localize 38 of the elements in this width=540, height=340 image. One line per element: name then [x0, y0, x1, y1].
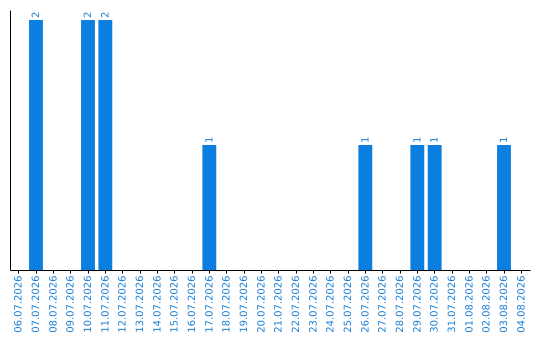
x-tick-label: 14.07.2026 [152, 276, 164, 333]
x-tick-label: 30.07.2026 [430, 276, 441, 333]
x-tick-label: 19.07.2026 [239, 276, 250, 333]
x-tick-label: 31.07.2026 [447, 276, 458, 333]
x-tick-label: 18.07.2026 [222, 276, 233, 333]
x-tick-label: 26.07.2026 [360, 276, 372, 333]
x-tick-label: 01.08.2026 [464, 276, 476, 333]
x-tick-label: 16.07.2026 [187, 276, 198, 333]
x-tick-label: 06.07.2026 [14, 276, 25, 333]
x-tick-label: 09.07.2026 [66, 276, 77, 333]
data-label: 1 [204, 136, 216, 143]
data-label: 1 [412, 136, 424, 143]
x-tick-label: 13.07.2026 [135, 276, 146, 333]
x-tick-label: 20.07.2026 [256, 276, 268, 333]
x-tick-label: 21.07.2026 [274, 276, 285, 333]
x-tick-label: 10.07.2026 [83, 276, 94, 333]
data-label: 1 [360, 136, 372, 143]
x-tick-label: 15.07.2026 [170, 276, 181, 333]
x-tick-label: 11.07.2026 [100, 276, 112, 333]
data-label: 1 [430, 136, 441, 143]
x-tick-label: 25.07.2026 [343, 276, 354, 333]
x-tick-label: 02.08.2026 [482, 276, 493, 333]
x-tick-label: 17.07.2026 [204, 276, 216, 333]
x-tick-label: 07.07.2026 [31, 276, 42, 333]
x-tick-label: 22.07.2026 [291, 276, 302, 333]
x-tick-label: 12.07.2026 [118, 276, 129, 333]
x-tick-label: 27.07.2026 [378, 276, 389, 333]
data-label: 2 [100, 12, 112, 18]
x-tick-label: 28.07.2026 [395, 276, 406, 333]
x-tick-label: 29.07.2026 [412, 276, 424, 333]
x-tick-label: 08.07.2026 [48, 276, 60, 333]
data-label: 1 [499, 136, 510, 143]
data-label: 2 [83, 12, 94, 18]
x-tick-label: 04.08.2026 [516, 276, 528, 333]
x-tick-label: 03.08.2026 [499, 276, 510, 333]
data-label: 2 [31, 12, 42, 18]
x-tick-label: 23.07.2026 [308, 276, 320, 333]
x-tick-label: 24.07.2026 [326, 276, 337, 333]
